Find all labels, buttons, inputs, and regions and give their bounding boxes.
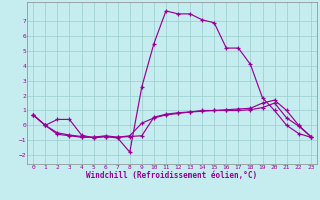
X-axis label: Windchill (Refroidissement éolien,°C): Windchill (Refroidissement éolien,°C) xyxy=(86,171,258,180)
